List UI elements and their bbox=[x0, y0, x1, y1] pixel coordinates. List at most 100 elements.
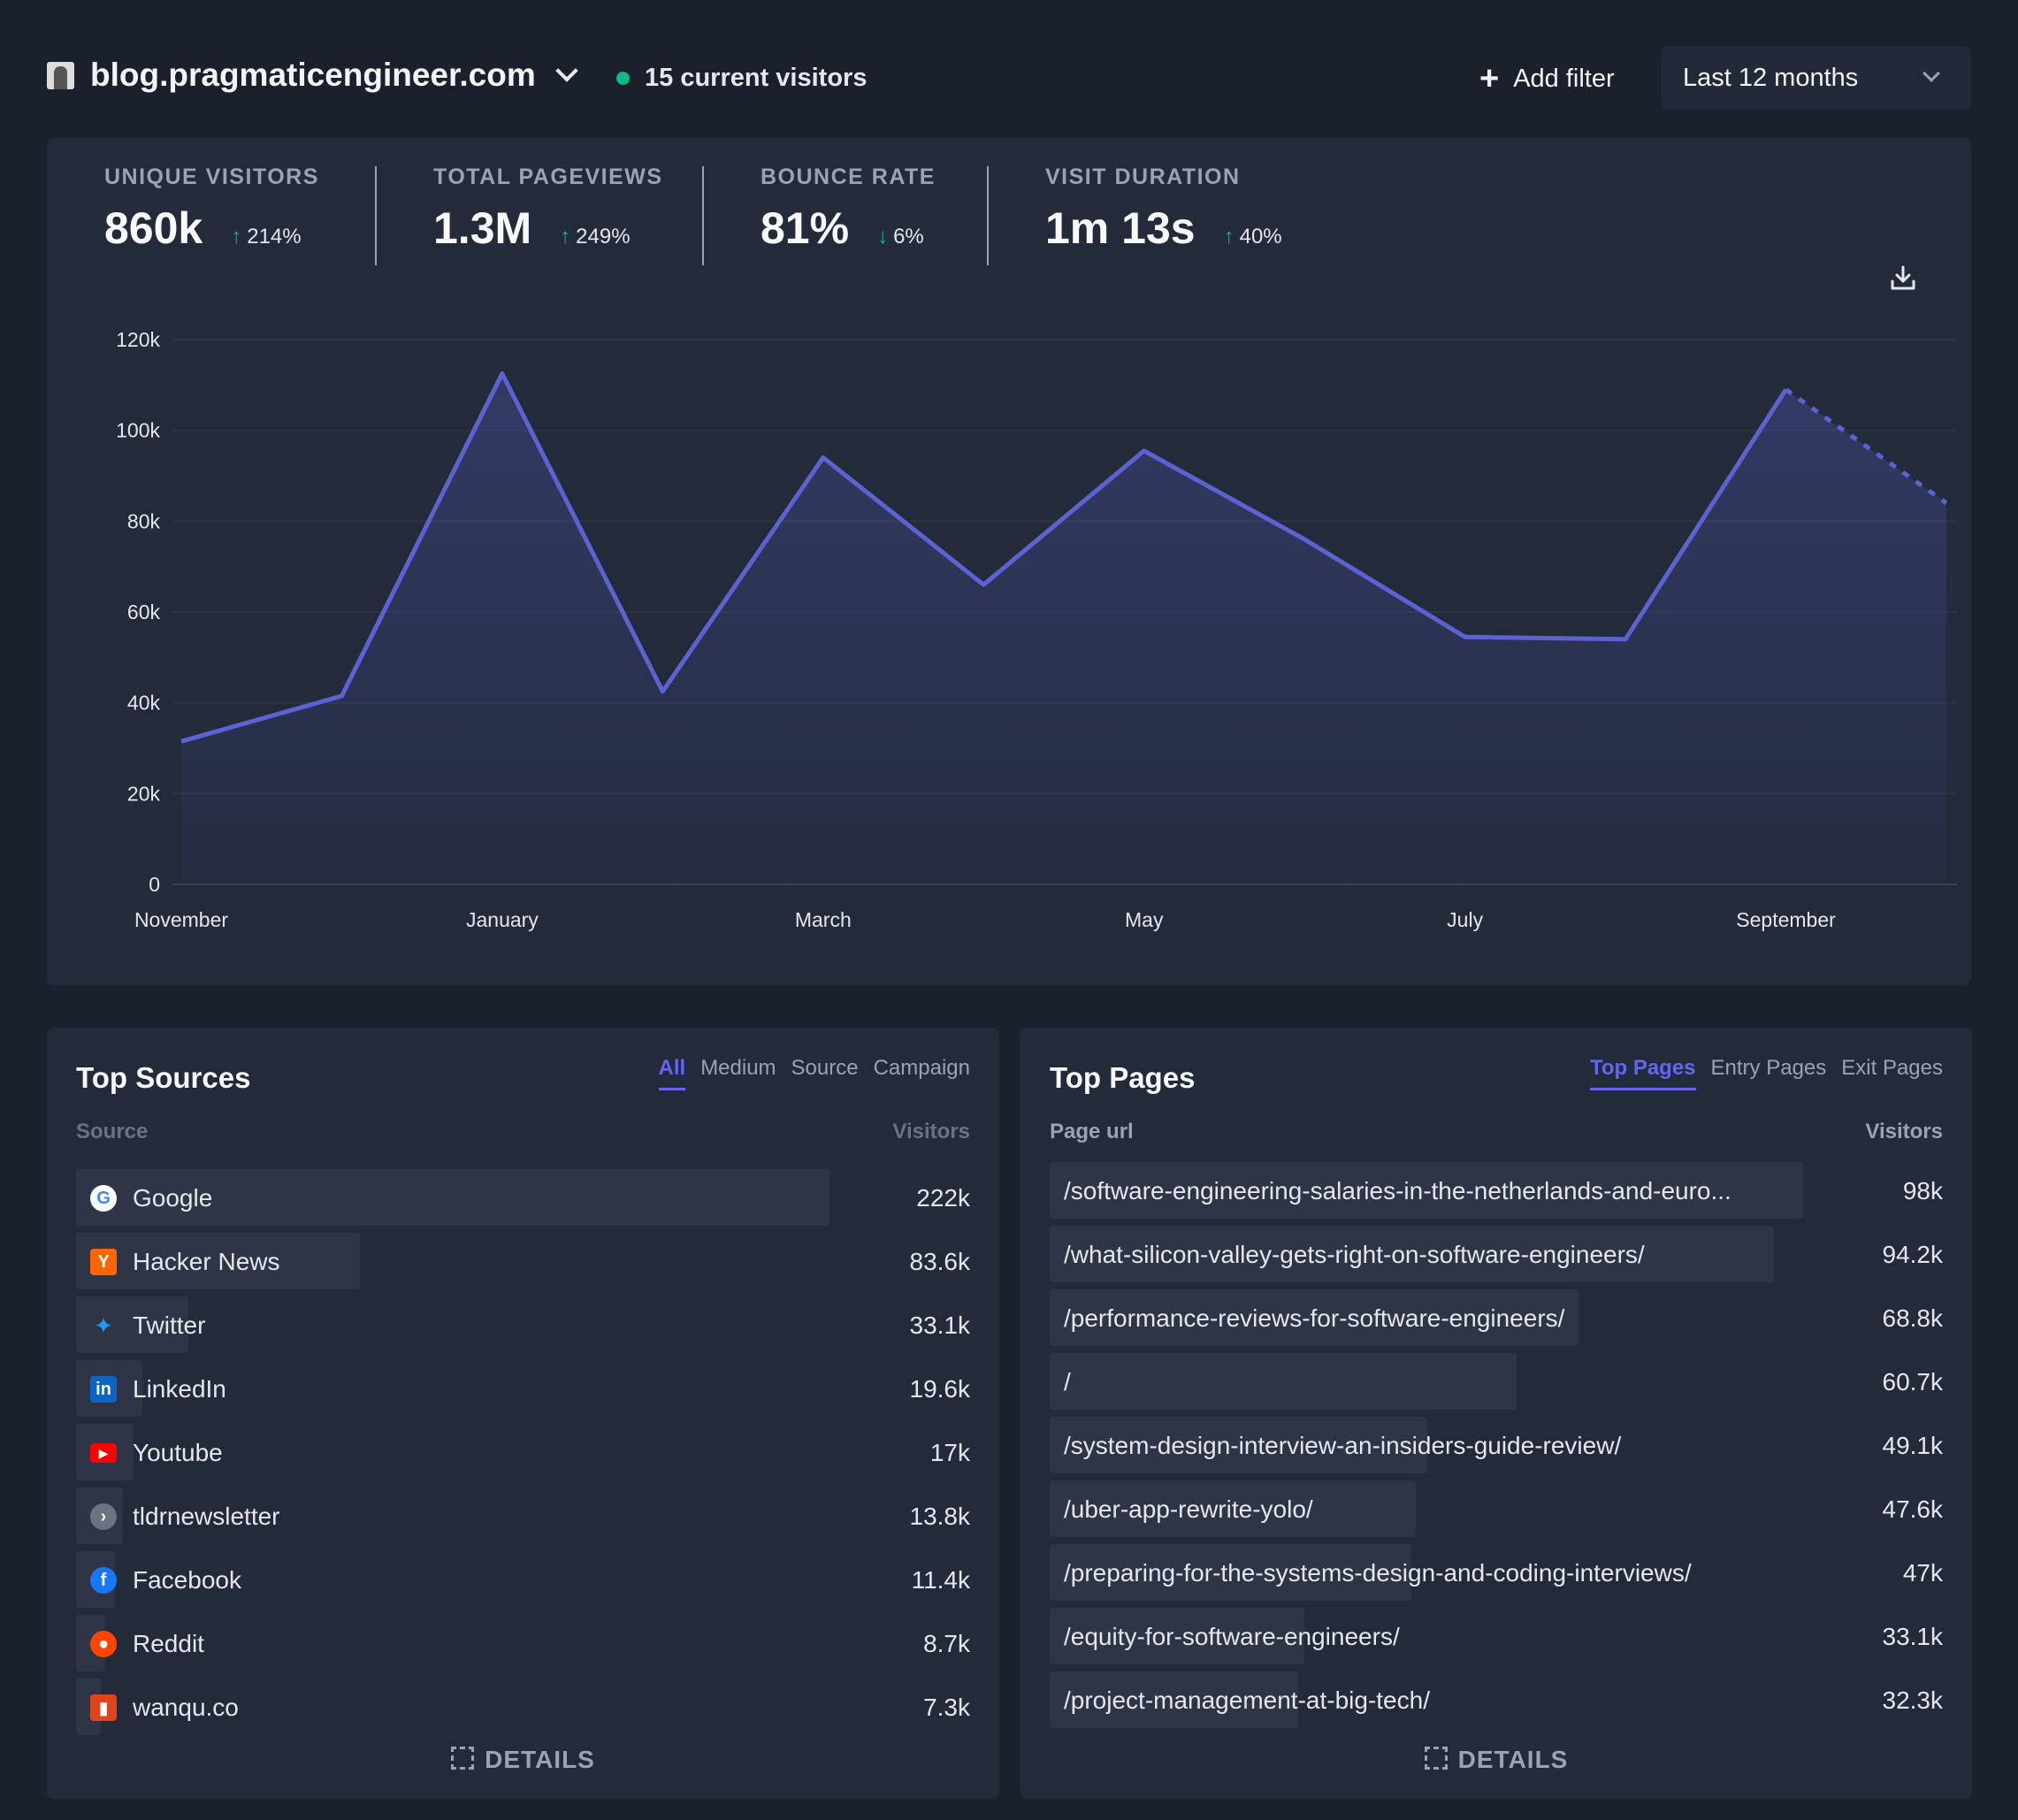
source-bar bbox=[76, 1233, 360, 1289]
data-point[interactable] bbox=[1135, 442, 1153, 460]
page-bar bbox=[1050, 1608, 1304, 1664]
page-row[interactable]: /uber-app-rewrite-yolo/47.6k bbox=[1050, 1480, 1943, 1544]
x-tick-label: May bbox=[1125, 908, 1164, 931]
page-visitors: 32.3k bbox=[1882, 1686, 1944, 1714]
sources-tabs: All Medium Source Campaign bbox=[644, 1056, 970, 1090]
source-label: › tldrnewsletter bbox=[90, 1503, 280, 1531]
visitors-chart[interactable]: 0 20k 40k 60k 80k 100k 120k November January Marc… bbox=[47, 138, 1971, 985]
arrow-up-icon: ↑ bbox=[1223, 225, 1234, 249]
page-row[interactable]: /equity-for-software-engineers/33.1k bbox=[1050, 1608, 1943, 1671]
tab-top-pages[interactable]: Top Pages bbox=[1589, 1056, 1696, 1090]
source-visitors: 13.8k bbox=[909, 1503, 971, 1530]
sources-details-button[interactable]: DETAILS bbox=[47, 1746, 999, 1774]
source-visitors: 33.1k bbox=[909, 1311, 971, 1339]
chevron-down-icon bbox=[555, 59, 578, 82]
tab-source[interactable]: Source bbox=[791, 1056, 859, 1080]
data-point[interactable] bbox=[333, 687, 350, 705]
page-row[interactable]: /preparing-for-the-systems-design-and-co… bbox=[1050, 1544, 1943, 1608]
page-visitors: 60.7k bbox=[1882, 1368, 1944, 1396]
current-visitors[interactable]: 15 current visitors bbox=[616, 64, 867, 93]
linkedin-icon: in bbox=[90, 1376, 117, 1403]
y-tick-label: 60k bbox=[127, 600, 161, 623]
source-name: tldrnewsletter bbox=[133, 1503, 280, 1530]
data-point[interactable] bbox=[1456, 628, 1474, 646]
page-url: / bbox=[1064, 1368, 1071, 1396]
source-name: Twitter bbox=[133, 1311, 206, 1339]
source-row[interactable]: ✦ Twitter 33.1k bbox=[76, 1296, 970, 1360]
page-url: /project-management-at-big-tech/ bbox=[1064, 1686, 1430, 1714]
data-point[interactable] bbox=[172, 732, 190, 750]
page-row[interactable]: /project-management-at-big-tech/32.3k bbox=[1050, 1671, 1943, 1735]
series-line bbox=[180, 371, 1788, 744]
youtube-icon: ▶ bbox=[90, 1443, 117, 1463]
page-row[interactable]: /system-design-interview-an-insiders-gui… bbox=[1050, 1417, 1943, 1480]
page-url: /what-silicon-valley-gets-right-on-softw… bbox=[1064, 1241, 1645, 1268]
arrow-up-icon: ↑ bbox=[560, 225, 571, 249]
wanqu-icon: ▮ bbox=[90, 1694, 117, 1721]
data-point[interactable] bbox=[1777, 380, 1795, 398]
page-url: /equity-for-software-engineers/ bbox=[1064, 1623, 1400, 1650]
source-row[interactable]: f Facebook 11.4k bbox=[76, 1551, 970, 1615]
tab-campaign[interactable]: Campaign bbox=[873, 1056, 970, 1080]
stat-value: 1.3M bbox=[433, 203, 532, 253]
stat-total-pageviews[interactable]: TOTAL PAGEVIEWS 1.3M ↑ 249% bbox=[433, 164, 663, 254]
data-point[interactable] bbox=[493, 365, 511, 383]
data-point[interactable] bbox=[975, 576, 992, 593]
source-label: f Facebook bbox=[90, 1566, 241, 1594]
source-label: ● Reddit bbox=[90, 1630, 204, 1658]
stat-unique-visitors[interactable]: UNIQUE VISITORS 860k ↑ 214% bbox=[104, 164, 319, 254]
site-switcher[interactable]: blog.pragmaticengineer.com bbox=[47, 57, 578, 94]
data-point[interactable] bbox=[1938, 494, 1955, 512]
source-label: ✦ Twitter bbox=[90, 1311, 205, 1340]
tab-all[interactable]: All bbox=[658, 1056, 686, 1090]
pages-details-button[interactable]: DETAILS bbox=[1020, 1746, 1972, 1774]
page-bar bbox=[1050, 1544, 1411, 1601]
page-visitors: 33.1k bbox=[1882, 1623, 1944, 1650]
sources-list: G Google 222k Y Hacker News 83.6k ✦ Twitter 33.1… bbox=[76, 1169, 970, 1742]
source-visitors: 222k bbox=[916, 1184, 970, 1212]
tab-medium[interactable]: Medium bbox=[700, 1056, 776, 1080]
series-line-incomplete bbox=[1785, 387, 1948, 505]
stat-change: ↑ 249% bbox=[560, 225, 630, 249]
stat-change: ↑ 40% bbox=[1224, 225, 1282, 249]
data-point[interactable] bbox=[654, 683, 671, 700]
source-row[interactable]: ● Reddit 8.7k bbox=[76, 1615, 970, 1679]
source-row[interactable]: ▶ Youtube 17k bbox=[76, 1424, 970, 1487]
source-row[interactable]: Y Hacker News 83.6k bbox=[76, 1233, 970, 1296]
tab-entry-pages[interactable]: Entry Pages bbox=[1710, 1056, 1827, 1080]
stat-divider bbox=[375, 166, 377, 265]
source-name: Google bbox=[133, 1184, 213, 1212]
page-row[interactable]: /what-silicon-valley-gets-right-on-softw… bbox=[1050, 1226, 1943, 1289]
live-dot-icon bbox=[616, 72, 630, 85]
period-select[interactable]: Last 12 months bbox=[1662, 46, 1971, 110]
download-icon[interactable] bbox=[1887, 262, 1919, 294]
source-name: Facebook bbox=[133, 1566, 241, 1594]
details-label: DETAILS bbox=[485, 1746, 595, 1773]
source-row[interactable]: in LinkedIn 19.6k bbox=[76, 1360, 970, 1424]
arrow-up-icon: ↑ bbox=[231, 225, 242, 249]
page-visitors: 68.8k bbox=[1882, 1304, 1944, 1332]
tab-exit-pages[interactable]: Exit Pages bbox=[1841, 1056, 1943, 1080]
data-point[interactable] bbox=[1296, 531, 1313, 548]
data-point[interactable] bbox=[1617, 631, 1634, 648]
hacker-news-icon: Y bbox=[90, 1249, 117, 1275]
stat-change-value: 6% bbox=[893, 225, 924, 249]
page-row[interactable]: /software-engineering-salaries-in-the-ne… bbox=[1050, 1162, 1943, 1226]
page-bar bbox=[1050, 1671, 1298, 1728]
x-tick-label: March bbox=[795, 908, 852, 931]
source-row[interactable]: ▮ wanqu.co 7.3k bbox=[76, 1679, 970, 1742]
stat-bounce-rate[interactable]: BOUNCE RATE 81% ↓ 6% bbox=[761, 164, 936, 254]
current-visitors-label: 15 current visitors bbox=[645, 64, 868, 92]
page-bar bbox=[1050, 1417, 1427, 1473]
page-row[interactable]: /performance-reviews-for-software-engine… bbox=[1050, 1289, 1943, 1353]
data-point[interactable] bbox=[814, 448, 832, 466]
source-label: G Google bbox=[90, 1184, 212, 1212]
add-filter-button[interactable]: + Add filter bbox=[1479, 62, 1615, 96]
chevron-down-icon bbox=[1922, 65, 1940, 82]
stat-visit-duration[interactable]: VISIT DURATION 1m 13s ↑ 40% bbox=[1045, 164, 1282, 254]
page-bar bbox=[1050, 1289, 1578, 1346]
source-row[interactable]: › tldrnewsletter 13.8k bbox=[76, 1487, 970, 1551]
source-visitors: 19.6k bbox=[909, 1375, 971, 1403]
page-row[interactable]: / 60.7k bbox=[1050, 1353, 1943, 1417]
source-row[interactable]: G Google 222k bbox=[76, 1169, 970, 1233]
